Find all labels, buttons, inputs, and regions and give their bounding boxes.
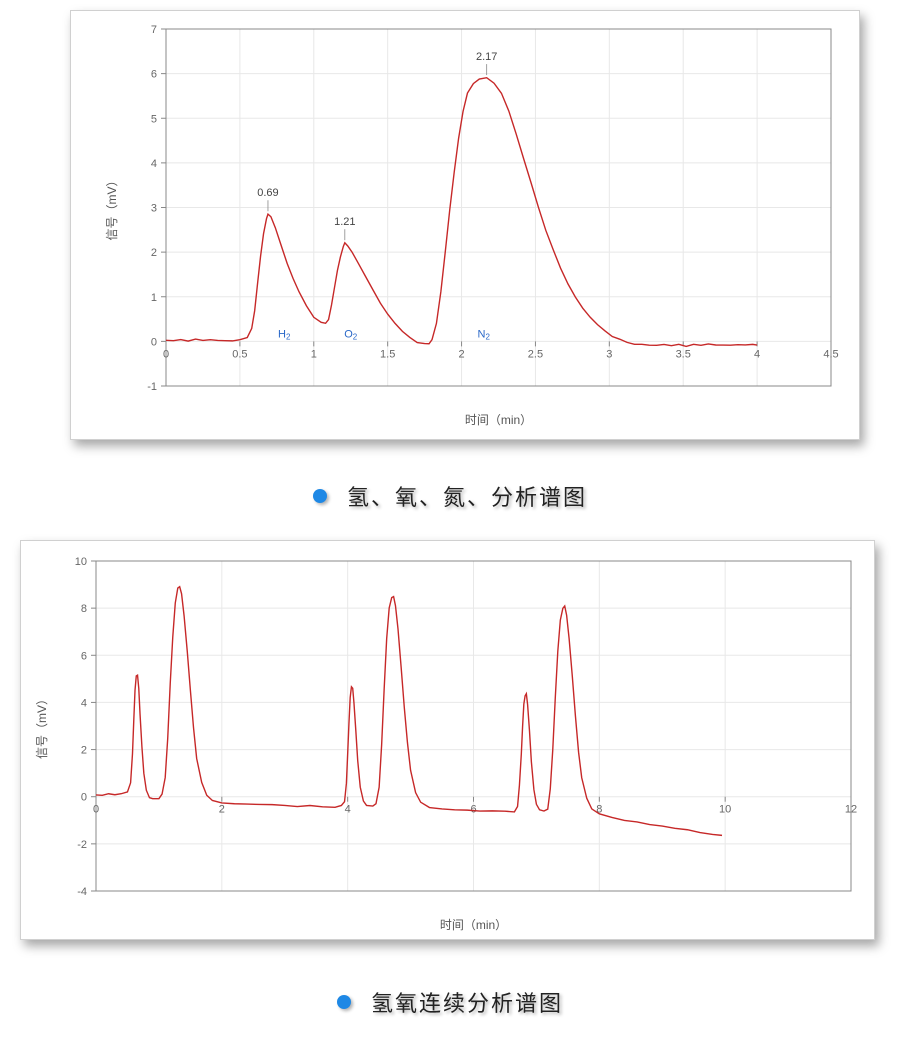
svg-text:10: 10	[75, 556, 87, 568]
svg-text:8: 8	[81, 603, 87, 615]
caption-1: 氢、氧、氮、分析谱图	[0, 480, 900, 512]
svg-text:0.69: 0.69	[257, 187, 278, 199]
caption-1-text: 氢、氧、氮、分析谱图	[347, 480, 587, 512]
chromatogram-chart-2: 024681012-4-20246810时间（min）信号（mV）	[21, 541, 876, 941]
svg-text:2: 2	[219, 804, 225, 816]
svg-text:0: 0	[163, 348, 169, 360]
svg-text:6: 6	[81, 650, 87, 662]
svg-text:1: 1	[311, 348, 317, 360]
svg-text:2: 2	[458, 348, 464, 360]
svg-text:10: 10	[719, 804, 731, 816]
svg-text:4: 4	[81, 697, 87, 709]
svg-text:12: 12	[845, 804, 857, 816]
svg-text:3: 3	[606, 348, 612, 360]
svg-text:1: 1	[151, 292, 157, 304]
svg-text:时间（min）: 时间（min）	[465, 413, 532, 427]
caption-2: 氢氧连续分析谱图	[0, 986, 900, 1018]
chart-panel-1: 0 0.5 1 1.5 2 2.5 3 3.5 4 4.5 -1 0 1 2 3 4 5 6 7 时间（min） 信号（…	[70, 10, 860, 440]
svg-text:7: 7	[151, 24, 157, 36]
svg-text:-2: -2	[77, 839, 87, 851]
svg-text:信号（mV）: 信号（mV）	[35, 693, 49, 759]
svg-text:0.5: 0.5	[232, 348, 247, 360]
svg-text:1.21: 1.21	[334, 216, 355, 228]
svg-text:-1: -1	[147, 381, 157, 393]
svg-text:2.5: 2.5	[528, 348, 543, 360]
svg-text:-4: -4	[77, 886, 87, 898]
svg-text:0: 0	[81, 792, 87, 804]
chart-panel-2: 024681012-4-20246810时间（min）信号（mV）	[20, 540, 875, 940]
svg-text:4: 4	[151, 158, 157, 170]
svg-text:信号（mV）: 信号（mV）	[105, 174, 119, 240]
svg-text:5: 5	[151, 113, 157, 125]
svg-text:时间（min）: 时间（min）	[440, 918, 507, 932]
svg-text:1.5: 1.5	[380, 348, 395, 360]
svg-text:6: 6	[151, 69, 157, 81]
chromatogram-chart-1: 0 0.5 1 1.5 2 2.5 3 3.5 4 4.5 -1 0 1 2 3 4 5 6 7 时间（min） 信号（…	[71, 11, 861, 441]
svg-text:4.5: 4.5	[823, 348, 838, 360]
svg-text:4: 4	[345, 804, 351, 816]
svg-text:4: 4	[754, 348, 760, 360]
svg-text:0: 0	[93, 804, 99, 816]
svg-text:6: 6	[470, 804, 476, 816]
svg-text:3: 3	[151, 203, 157, 215]
caption-2-text: 氢氧连续分析谱图	[371, 986, 563, 1018]
svg-text:2: 2	[81, 745, 87, 757]
bullet-icon	[313, 489, 327, 503]
svg-text:0: 0	[151, 336, 157, 348]
svg-text:2: 2	[151, 247, 157, 259]
svg-text:2.17: 2.17	[476, 51, 497, 63]
svg-text:3.5: 3.5	[676, 348, 691, 360]
bullet-icon	[337, 995, 351, 1009]
